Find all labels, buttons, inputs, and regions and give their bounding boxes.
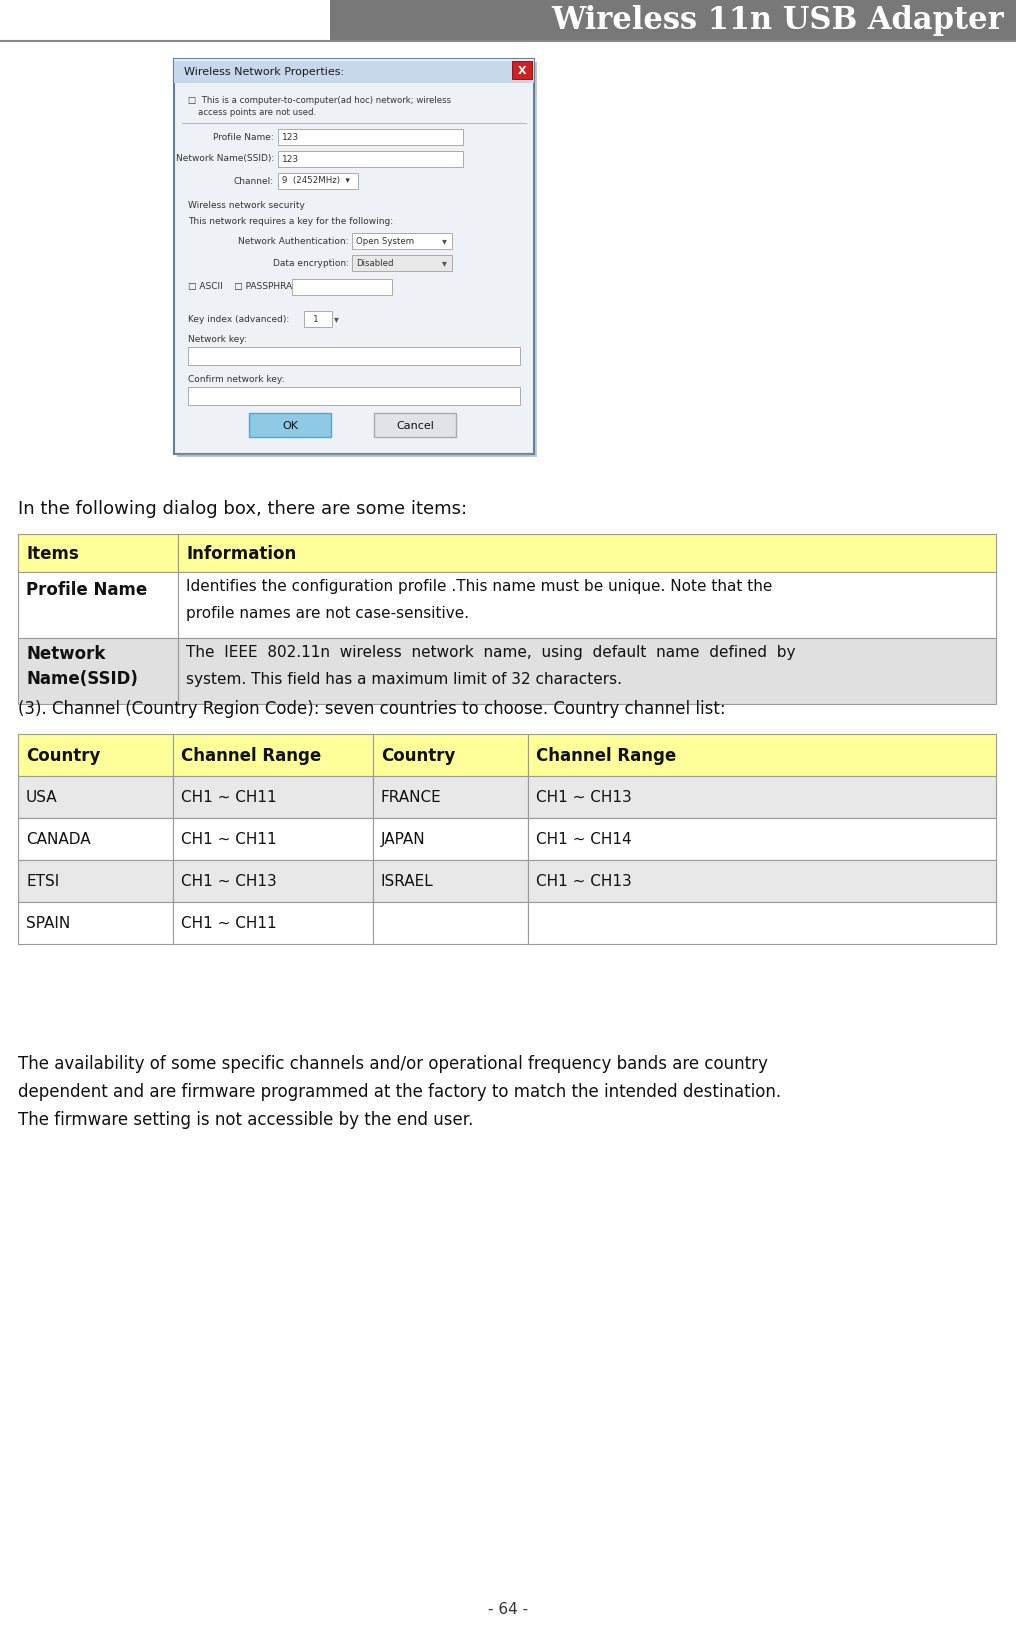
Text: Network Authentication:: Network Authentication: bbox=[239, 236, 350, 246]
Bar bbox=[304, 311, 332, 328]
Text: Identifies the configuration profile .This name must be unique. Note that the
pr: Identifies the configuration profile .Th… bbox=[186, 579, 772, 621]
Bar bbox=[18, 535, 178, 572]
Text: This network requires a key for the following:: This network requires a key for the foll… bbox=[188, 217, 393, 225]
Bar bbox=[178, 535, 996, 572]
Text: FRANCE: FRANCE bbox=[381, 791, 442, 805]
Text: ▾: ▾ bbox=[442, 258, 447, 267]
Text: ETSI: ETSI bbox=[26, 874, 59, 888]
Text: - 64 -: - 64 - bbox=[488, 1602, 528, 1617]
Bar bbox=[528, 903, 996, 944]
Text: Channel Range: Channel Range bbox=[536, 747, 677, 764]
Bar bbox=[174, 60, 534, 62]
Text: 1: 1 bbox=[313, 315, 319, 323]
Text: CH1 ~ CH11: CH1 ~ CH11 bbox=[181, 831, 276, 848]
Bar bbox=[528, 861, 996, 903]
Text: CH1 ~ CH11: CH1 ~ CH11 bbox=[181, 791, 276, 805]
Text: 123: 123 bbox=[282, 155, 299, 163]
Text: CANADA: CANADA bbox=[26, 831, 90, 848]
Text: Data encryption:: Data encryption: bbox=[273, 258, 350, 267]
Bar bbox=[352, 233, 452, 249]
Text: The availability of some specific channels and/or operational frequency bands ar: The availability of some specific channe… bbox=[18, 1055, 781, 1128]
Bar bbox=[18, 818, 173, 861]
Text: Open System: Open System bbox=[356, 236, 415, 246]
Bar bbox=[512, 62, 532, 80]
Bar bbox=[278, 174, 358, 189]
Text: Channel:: Channel: bbox=[234, 176, 274, 186]
Text: access points are not used.: access points are not used. bbox=[198, 108, 316, 117]
Text: ISRAEL: ISRAEL bbox=[381, 874, 434, 888]
Text: Items: Items bbox=[26, 544, 79, 562]
Text: Network Name(SSID):: Network Name(SSID): bbox=[176, 155, 274, 163]
Text: □ ASCII    □ PASSPHRASE: □ ASCII □ PASSPHRASE bbox=[188, 282, 304, 292]
Text: CH1 ~ CH13: CH1 ~ CH13 bbox=[536, 874, 632, 888]
Bar bbox=[352, 256, 452, 272]
Text: □  This is a computer-to-computer(ad hoc) network; wireless: □ This is a computer-to-computer(ad hoc)… bbox=[188, 96, 451, 104]
Text: Profile Name:: Profile Name: bbox=[213, 132, 274, 142]
Bar bbox=[528, 735, 996, 776]
Text: ▾: ▾ bbox=[442, 236, 447, 246]
Text: SPAIN: SPAIN bbox=[26, 916, 70, 931]
Bar bbox=[177, 64, 537, 458]
Text: X: X bbox=[518, 65, 526, 77]
Bar bbox=[173, 776, 373, 818]
Bar bbox=[173, 903, 373, 944]
Text: Wireless network security: Wireless network security bbox=[188, 200, 305, 209]
Text: Channel Range: Channel Range bbox=[181, 747, 321, 764]
Bar bbox=[373, 818, 528, 861]
Bar bbox=[18, 572, 178, 639]
Bar bbox=[374, 414, 456, 438]
Text: Country: Country bbox=[381, 747, 455, 764]
Text: Network
Name(SSID): Network Name(SSID) bbox=[26, 644, 138, 688]
Bar bbox=[174, 60, 534, 455]
Bar bbox=[18, 776, 173, 818]
Text: OK: OK bbox=[282, 421, 298, 430]
Bar bbox=[173, 861, 373, 903]
Text: Wireless Network Properties:: Wireless Network Properties: bbox=[184, 67, 344, 77]
Bar bbox=[278, 130, 463, 147]
Bar bbox=[174, 60, 534, 85]
Bar bbox=[373, 861, 528, 903]
Text: CH1 ~ CH11: CH1 ~ CH11 bbox=[181, 916, 276, 931]
Bar bbox=[249, 414, 331, 438]
Bar bbox=[373, 735, 528, 776]
Text: 123: 123 bbox=[282, 132, 299, 142]
Text: CH1 ~ CH13: CH1 ~ CH13 bbox=[181, 874, 276, 888]
Bar bbox=[173, 735, 373, 776]
Text: Wireless 11n USB Adapter: Wireless 11n USB Adapter bbox=[552, 5, 1004, 36]
Bar bbox=[18, 735, 173, 776]
Text: In the following dialog box, there are some items:: In the following dialog box, there are s… bbox=[18, 500, 467, 518]
Bar bbox=[18, 861, 173, 903]
Bar bbox=[528, 818, 996, 861]
Bar bbox=[373, 903, 528, 944]
Text: Network key:: Network key: bbox=[188, 334, 247, 344]
Bar bbox=[18, 903, 173, 944]
Text: Confirm network key:: Confirm network key: bbox=[188, 375, 284, 383]
Bar bbox=[173, 818, 373, 861]
Bar bbox=[178, 572, 996, 639]
Bar bbox=[330, 0, 1016, 42]
Text: 9  (2452MHz)  ▾: 9 (2452MHz) ▾ bbox=[282, 176, 350, 186]
Text: Key index (advanced):: Key index (advanced): bbox=[188, 315, 290, 323]
Text: Disabled: Disabled bbox=[356, 258, 393, 267]
Text: The  IEEE  802.11n  wireless  network  name,  using  default  name  defined  by
: The IEEE 802.11n wireless network name, … bbox=[186, 644, 796, 686]
Bar bbox=[373, 776, 528, 818]
Bar bbox=[278, 152, 463, 168]
Text: ▾: ▾ bbox=[334, 315, 339, 324]
Text: Cancel: Cancel bbox=[396, 421, 434, 430]
Text: USA: USA bbox=[26, 791, 58, 805]
Bar bbox=[188, 347, 520, 365]
Bar bbox=[528, 776, 996, 818]
Text: Information: Information bbox=[186, 544, 297, 562]
Bar bbox=[292, 280, 392, 295]
Bar bbox=[178, 639, 996, 704]
Text: (3). Channel (Country Region Code): seven countries to choose. Country channel l: (3). Channel (Country Region Code): seve… bbox=[18, 699, 725, 717]
Text: Country: Country bbox=[26, 747, 101, 764]
Text: CH1 ~ CH13: CH1 ~ CH13 bbox=[536, 791, 632, 805]
Text: CH1 ~ CH14: CH1 ~ CH14 bbox=[536, 831, 632, 848]
Bar bbox=[188, 388, 520, 406]
Bar bbox=[18, 639, 178, 704]
Text: JAPAN: JAPAN bbox=[381, 831, 426, 848]
Text: Profile Name: Profile Name bbox=[26, 580, 147, 598]
